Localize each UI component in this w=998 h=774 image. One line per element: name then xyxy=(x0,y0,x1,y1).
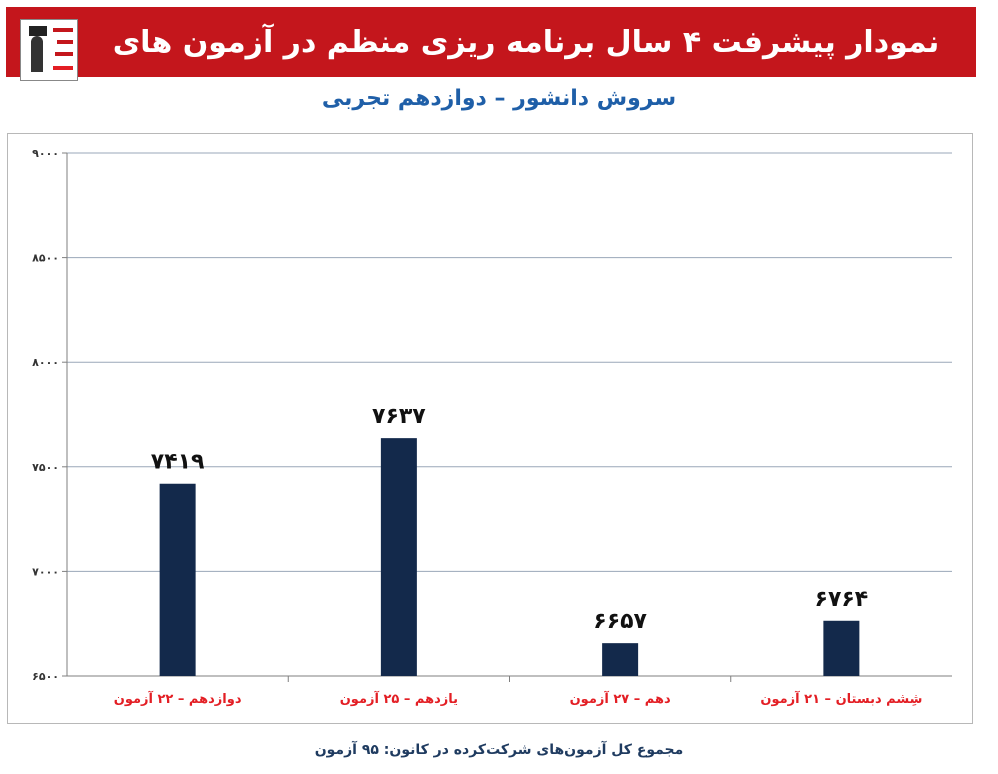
y-tick-label: ۷۵۰۰ xyxy=(32,461,59,474)
bar xyxy=(823,620,860,676)
bar xyxy=(602,643,639,676)
logo-line-2 xyxy=(57,40,73,44)
y-tick-label: ۷۰۰۰ xyxy=(32,565,59,578)
title-banner: نمودار پیشرفت ۴ سال برنامه ریزی منظم در … xyxy=(6,7,976,120)
footer-note: مجموع کل آزمون‌های شرکت‌کرده در کانون: ۹… xyxy=(314,742,684,758)
graduation-cap-icon xyxy=(29,26,47,36)
chart-subtitle: سروش دانشور – دوازدهم تجربی xyxy=(321,86,677,111)
bar-value-label: ۷۴۱۹ xyxy=(151,450,205,475)
y-tick-label: ۶۵۰۰ xyxy=(32,670,59,683)
bar xyxy=(159,483,196,676)
bar xyxy=(380,438,417,676)
bar-value-label: ۶۷۶۴ xyxy=(815,587,869,612)
x-category-label: یازدهم – ۲۵ آزمون xyxy=(340,690,458,707)
logo-line-3 xyxy=(55,52,73,56)
x-category-label: دوازدهم – ۲۲ آزمون xyxy=(114,690,242,707)
chart-frame xyxy=(7,133,973,724)
x-category-label: دهم – ۲۷ آزمون xyxy=(570,690,671,707)
logo-line-1 xyxy=(53,28,73,32)
y-tick-label: ۹۰۰۰ xyxy=(32,147,59,160)
page-title: نمودار پیشرفت ۴ سال برنامه ریزی منظم در … xyxy=(112,25,940,120)
graduate-figure-icon xyxy=(31,36,43,72)
bar-value-label: ۷۶۳۷ xyxy=(372,404,426,429)
y-tick-label: ۸۰۰۰ xyxy=(32,356,59,369)
logo-line-4 xyxy=(53,66,73,70)
kanoon-logo xyxy=(20,19,78,81)
bar-value-label: ۶۶۵۷ xyxy=(593,609,647,634)
y-tick-label: ۸۵۰۰ xyxy=(32,252,59,265)
x-category-label: شِشم دبستان – ۲۱ آزمون xyxy=(760,690,922,707)
